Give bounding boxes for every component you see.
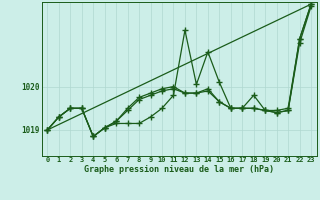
X-axis label: Graphe pression niveau de la mer (hPa): Graphe pression niveau de la mer (hPa) [84,165,274,174]
